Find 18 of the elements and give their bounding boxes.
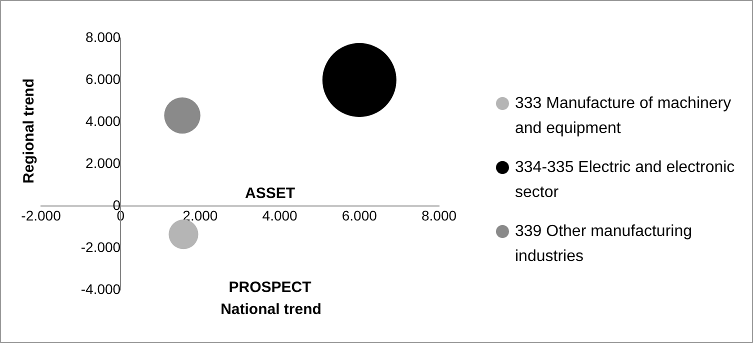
y-tick-label: -2.000 — [80, 238, 121, 255]
x-tick-label: 6.000 — [342, 207, 378, 224]
y-tick-label: 6.000 — [86, 70, 121, 87]
y-tick-label: 4.000 — [86, 112, 121, 129]
y-tick-label: 2.000 — [86, 154, 121, 171]
legend-label: 333 Manufacture of machinery and equipment — [515, 94, 732, 139]
x-tick-label: 8.000 — [421, 207, 457, 224]
annotation: PROSPECT — [228, 279, 312, 296]
legend-label: 334-335 Electric and electronic sector — [515, 158, 736, 203]
legend-label: 339 Other manufacturing industries — [515, 222, 693, 267]
y-tick-label: 8.000 — [86, 28, 121, 45]
x-axis-title: National trend — [220, 301, 322, 318]
y-axis-title: Regional trend — [20, 78, 38, 184]
annotation: ASSET — [244, 185, 296, 202]
x-tick-label: -2.000 — [21, 207, 62, 224]
x-tick-label: 4.000 — [262, 207, 298, 224]
x-tick-label: 2.000 — [182, 207, 218, 224]
y-tick-label: -4.000 — [80, 280, 121, 297]
